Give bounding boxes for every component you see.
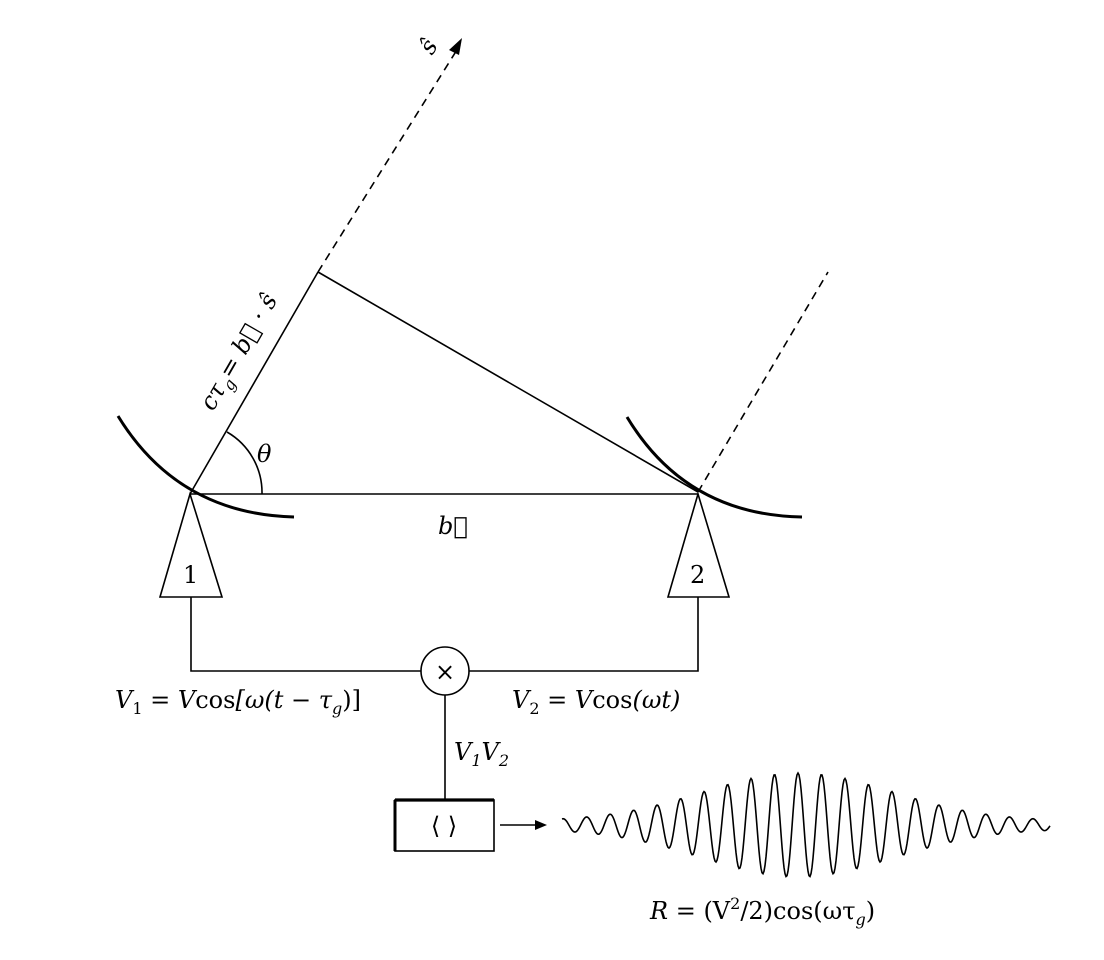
source-vector-label: ŝ <box>413 34 443 59</box>
wavefront-line <box>317 271 699 493</box>
antenna2-label: 2 <box>690 561 705 589</box>
v2-equation: V2 = Vcos(ωt) <box>512 686 680 718</box>
multiplier-symbol: × <box>435 658 455 686</box>
antenna2-cable <box>469 597 699 672</box>
antenna2-dish <box>625 416 803 519</box>
geometric-delay-line <box>189 271 319 495</box>
antenna1-dish <box>116 415 295 519</box>
angle-theta-label: θ <box>257 440 272 468</box>
output-arrowhead <box>535 820 547 830</box>
angle-theta-arc <box>226 431 263 495</box>
source-direction-dashed-line <box>317 44 461 273</box>
delay-label-rhs: = b⃗ · ŝ <box>212 289 283 383</box>
source-direction-arrowhead <box>449 38 462 55</box>
antenna2-source-direction-dashed-line <box>697 271 829 493</box>
fringe-waveform <box>561 771 1051 878</box>
delay-label: cτg= b⃗ · ŝ <box>194 289 287 417</box>
averager-symbol: ⟨ ⟩ <box>431 812 457 840</box>
antenna1-label: 1 <box>183 561 198 589</box>
product-label: V1V2 <box>454 738 509 770</box>
svg-text:cτg= b⃗ · ŝ: cτg= b⃗ · ŝ <box>194 289 287 417</box>
v1-equation: V1 = Vcos[ω(t − τg)] <box>115 686 361 718</box>
response-equation: R = (V2/2)cos(ωτg) <box>649 894 875 929</box>
baseline-label: b⃗ <box>438 512 468 540</box>
antenna1-cable <box>190 597 421 672</box>
